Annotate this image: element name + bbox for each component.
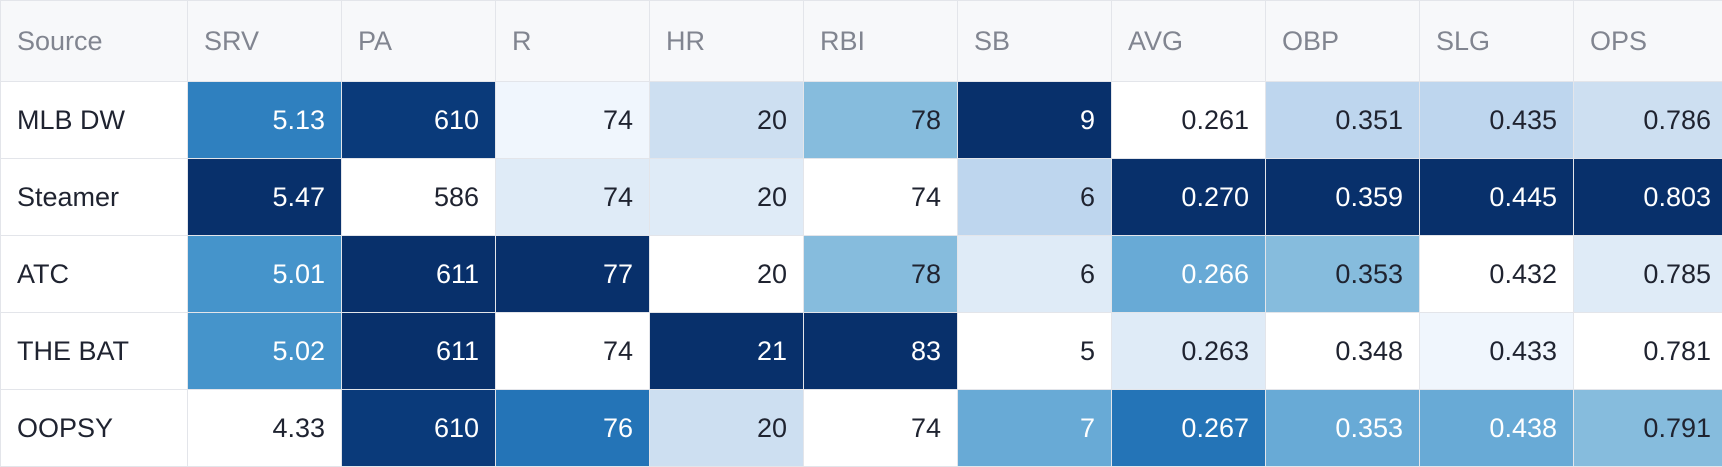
column-header-r[interactable]: R [496,1,650,82]
cell-rbi: 83 [804,313,958,390]
cell-sb: 6 [958,159,1112,236]
cell-srv: 4.33 [188,390,342,467]
cell-rbi: 74 [804,390,958,467]
cell-avg: 0.270 [1112,159,1266,236]
column-header-rbi[interactable]: RBI [804,1,958,82]
cell-slg: 0.445 [1420,159,1574,236]
column-header-ops[interactable]: OPS [1574,1,1722,82]
cell-source: MLB DW [1,82,188,159]
cell-slg: 0.438 [1420,390,1574,467]
cell-r: 74 [496,82,650,159]
cell-pa: 586 [342,159,496,236]
cell-hr: 20 [650,159,804,236]
cell-avg: 0.261 [1112,82,1266,159]
cell-obp: 0.353 [1266,390,1420,467]
cell-slg: 0.435 [1420,82,1574,159]
column-header-sb[interactable]: SB [958,1,1112,82]
cell-source: ATC [1,236,188,313]
cell-avg: 0.266 [1112,236,1266,313]
cell-ops: 0.791 [1574,390,1722,467]
cell-sb: 5 [958,313,1112,390]
cell-srv: 5.02 [188,313,342,390]
cell-rbi: 78 [804,82,958,159]
cell-obp: 0.348 [1266,313,1420,390]
cell-sb: 7 [958,390,1112,467]
cell-ops: 0.803 [1574,159,1722,236]
cell-slg: 0.433 [1420,313,1574,390]
cell-source: THE BAT [1,313,188,390]
cell-rbi: 74 [804,159,958,236]
cell-hr: 21 [650,313,804,390]
cell-hr: 20 [650,236,804,313]
cell-srv: 5.13 [188,82,342,159]
cell-r: 74 [496,313,650,390]
cell-sb: 9 [958,82,1112,159]
cell-obp: 0.359 [1266,159,1420,236]
header-row: Source SRV PA R HR RBI SB AVG OBP SLG OP… [1,1,1722,82]
cell-source: Steamer [1,159,188,236]
cell-slg: 0.432 [1420,236,1574,313]
cell-pa: 610 [342,82,496,159]
column-header-pa[interactable]: PA [342,1,496,82]
cell-r: 76 [496,390,650,467]
cell-source: OOPSY [1,390,188,467]
cell-rbi: 78 [804,236,958,313]
column-header-source[interactable]: Source [1,1,188,82]
cell-srv: 5.47 [188,159,342,236]
cell-r: 77 [496,236,650,313]
cell-ops: 0.785 [1574,236,1722,313]
cell-pa: 610 [342,390,496,467]
cell-sb: 6 [958,236,1112,313]
cell-obp: 0.351 [1266,82,1420,159]
cell-obp: 0.353 [1266,236,1420,313]
cell-pa: 611 [342,236,496,313]
cell-pa: 611 [342,313,496,390]
column-header-obp[interactable]: OBP [1266,1,1420,82]
column-header-slg[interactable]: SLG [1420,1,1574,82]
column-header-avg[interactable]: AVG [1112,1,1266,82]
cell-avg: 0.263 [1112,313,1266,390]
column-header-srv[interactable]: SRV [188,1,342,82]
cell-hr: 20 [650,82,804,159]
column-header-hr[interactable]: HR [650,1,804,82]
cell-ops: 0.786 [1574,82,1722,159]
cell-avg: 0.267 [1112,390,1266,467]
cell-ops: 0.781 [1574,313,1722,390]
cell-hr: 20 [650,390,804,467]
cell-r: 74 [496,159,650,236]
cell-srv: 5.01 [188,236,342,313]
